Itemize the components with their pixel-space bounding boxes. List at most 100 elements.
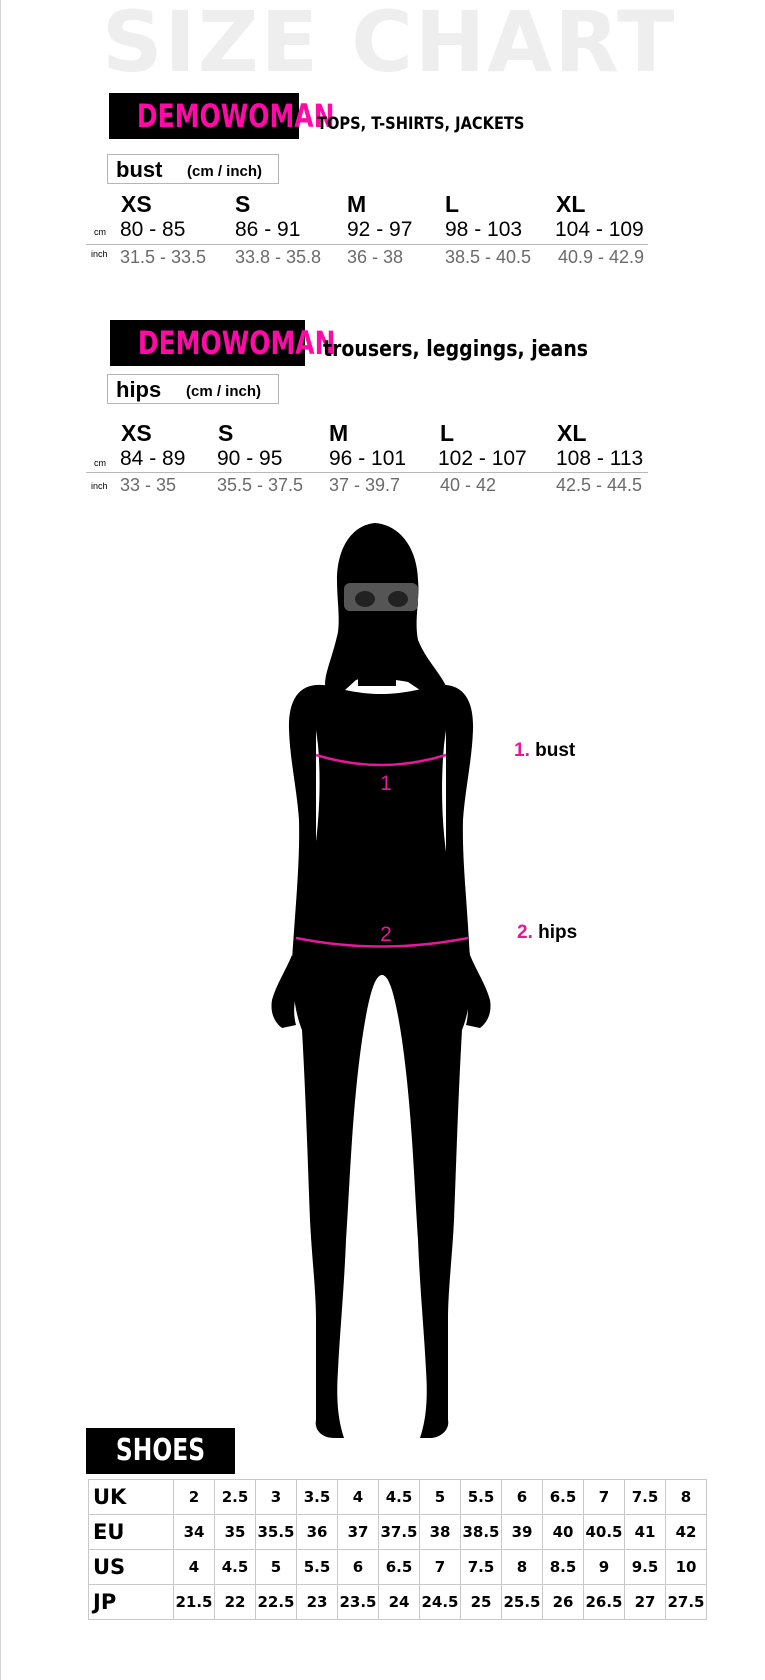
shoes-row-uk: UK 2 2.5 3 3.5 4 4.5 5 5.5 6 6.5 7 7.5 8 bbox=[88, 1479, 707, 1515]
tops-unit-inch: inch bbox=[91, 249, 108, 259]
shoes-size-table: UK 2 2.5 3 3.5 4 4.5 5 5.5 6 6.5 7 7.5 8 EU 34 35 35.5 36 3… bbox=[88, 1479, 707, 1620]
shoes-cell: 9 bbox=[583, 1549, 625, 1585]
tops-measure-box: bust (cm / inch) bbox=[107, 154, 279, 184]
tops-measure-label: bust bbox=[116, 157, 163, 182]
tops-inch-s: 33.8 - 35.8 bbox=[235, 247, 322, 267]
bottoms-brand-text: DEMOWOMAN bbox=[137, 324, 336, 362]
shoes-row-label: US bbox=[88, 1549, 174, 1585]
shoes-cell: 25 bbox=[460, 1584, 502, 1620]
bottoms-size-m: M bbox=[329, 420, 349, 446]
shoes-cell: 4 bbox=[173, 1549, 215, 1585]
shoes-cell: 8 bbox=[665, 1479, 707, 1515]
shoes-size-title: SHOES SIZE bbox=[86, 1428, 235, 1514]
size-chart-watermark: SIZE CHART bbox=[102, 0, 677, 91]
shoes-cell: 6 bbox=[337, 1549, 379, 1585]
tops-inch-l: 38.5 - 40.5 bbox=[445, 247, 532, 267]
shoes-cell: 3 bbox=[255, 1479, 297, 1515]
shoes-cell: 35 bbox=[214, 1514, 256, 1550]
shoes-cell: 9.5 bbox=[624, 1549, 666, 1585]
bottoms-inch-xl: 42.5 - 44.5 bbox=[556, 475, 643, 495]
tops-cm-xs: 80 - 85 bbox=[120, 218, 186, 241]
shoes-cell: 5.5 bbox=[296, 1549, 338, 1585]
bottoms-cm-xs: 84 - 89 bbox=[120, 447, 186, 470]
shoes-row-eu: EU 34 35 35.5 36 37 37.5 38 38.5 39 40 40.5 41 42 bbox=[88, 1514, 707, 1550]
shoes-cell: 4 bbox=[337, 1479, 379, 1515]
shoes-cell: 5 bbox=[419, 1479, 461, 1515]
legend-bust-label: bust bbox=[535, 740, 576, 761]
shoes-cell: 7.5 bbox=[624, 1479, 666, 1515]
shoes-cell: 4.5 bbox=[378, 1479, 420, 1515]
shoes-cell: 6.5 bbox=[378, 1549, 420, 1585]
shoes-cell: 24 bbox=[378, 1584, 420, 1620]
tops-size-l: L bbox=[445, 191, 460, 217]
shoes-cell: 10 bbox=[665, 1549, 707, 1585]
shoes-cell: 23 bbox=[296, 1584, 338, 1620]
bottoms-divider bbox=[86, 472, 648, 473]
tops-cm-s: 86 - 91 bbox=[235, 218, 301, 241]
tops-cm-xl: 104 - 109 bbox=[555, 218, 644, 241]
hips-marker: 2 bbox=[380, 923, 392, 946]
tops-unit-cm: cm bbox=[94, 227, 106, 237]
shoes-cell: 40.5 bbox=[583, 1514, 625, 1550]
shoes-cell: 22 bbox=[214, 1584, 256, 1620]
bottoms-size-xl: XL bbox=[557, 420, 587, 446]
bottoms-units-label: (cm / inch) bbox=[186, 383, 262, 400]
shoes-cell: 37.5 bbox=[378, 1514, 420, 1550]
sunglasses-shape bbox=[344, 583, 418, 611]
shoes-cell: 7 bbox=[583, 1479, 625, 1515]
tops-units-label: (cm / inch) bbox=[187, 163, 263, 180]
legend-bust: 1. bust bbox=[514, 740, 575, 762]
bust-marker: 1 bbox=[380, 772, 392, 795]
shoes-cell: 37 bbox=[337, 1514, 379, 1550]
bottoms-unit-cm: cm bbox=[94, 458, 106, 468]
shoes-row-us: US 4 4.5 5 5.5 6 6.5 7 7.5 8 8.5 9 9.5 10 bbox=[88, 1549, 707, 1585]
shoes-cell: 7.5 bbox=[460, 1549, 502, 1585]
shoes-row-jp: JP 21.5 22 22.5 23 23.5 24 24.5 25 25.5 26 26.5 27 27… bbox=[88, 1584, 707, 1620]
bottoms-inch-xs: 33 - 35 bbox=[120, 475, 177, 495]
tops-cm-l: 98 - 103 bbox=[445, 218, 523, 241]
shoes-cell: 35.5 bbox=[255, 1514, 297, 1550]
bottoms-size-xs: XS bbox=[121, 420, 152, 446]
tops-divider bbox=[86, 244, 648, 245]
bottoms-brand-logo: DEMOWOMAN bbox=[110, 320, 335, 366]
shoes-cell: 23.5 bbox=[337, 1584, 379, 1620]
tops-size-xl: XL bbox=[556, 191, 586, 217]
shoes-cell: 4.5 bbox=[214, 1549, 256, 1585]
shoes-cell: 40 bbox=[542, 1514, 584, 1550]
shoes-cell: 34 bbox=[173, 1514, 215, 1550]
legend-hips: 2. hips bbox=[517, 922, 577, 944]
legend-bust-number: 1. bbox=[514, 740, 530, 761]
bottoms-measure-label: hips bbox=[116, 377, 162, 402]
shoes-cell: 6 bbox=[501, 1479, 543, 1515]
shoes-cell: 5 bbox=[255, 1549, 297, 1585]
shoes-cell: 8 bbox=[501, 1549, 543, 1585]
shoes-cell: 36 bbox=[296, 1514, 338, 1550]
shoes-cell: 27 bbox=[624, 1584, 666, 1620]
shoes-cell: 21.5 bbox=[173, 1584, 215, 1620]
shoes-cell: 24.5 bbox=[419, 1584, 461, 1620]
shoes-cell: 26.5 bbox=[583, 1584, 625, 1620]
shoes-cell: 38.5 bbox=[460, 1514, 502, 1550]
shoes-cell: 5.5 bbox=[460, 1479, 502, 1515]
tops-size-xs: XS bbox=[121, 191, 152, 217]
shoes-cell: 26 bbox=[542, 1584, 584, 1620]
tops-inch-xl: 40.9 - 42.9 bbox=[558, 247, 645, 267]
shoes-cell: 8.5 bbox=[542, 1549, 584, 1585]
shoes-row-label: JP bbox=[88, 1584, 174, 1620]
shoes-cell: 3.5 bbox=[296, 1479, 338, 1515]
bottoms-cm-xl: 108 - 113 bbox=[556, 447, 644, 470]
shoes-cell: 7 bbox=[419, 1549, 461, 1585]
bottoms-size-l: L bbox=[440, 420, 455, 446]
shoes-row-label: EU bbox=[88, 1514, 174, 1550]
shoes-cell: 39 bbox=[501, 1514, 543, 1550]
tops-brand-text: DEMOWOMAN bbox=[136, 97, 335, 135]
shoes-cell: 22.5 bbox=[255, 1584, 297, 1620]
tops-brand-logo: DEMOWOMAN bbox=[109, 93, 334, 139]
tops-cm-m: 92 - 97 bbox=[347, 218, 413, 241]
bottoms-inch-s: 35.5 - 37.5 bbox=[217, 475, 304, 495]
shoes-cell: 38 bbox=[419, 1514, 461, 1550]
shoes-cell: 27.5 bbox=[665, 1584, 707, 1620]
tops-category-title: TOPS, T-SHIRTS, JACKETS bbox=[317, 114, 525, 134]
bottoms-cm-m: 96 - 101 bbox=[329, 447, 407, 470]
